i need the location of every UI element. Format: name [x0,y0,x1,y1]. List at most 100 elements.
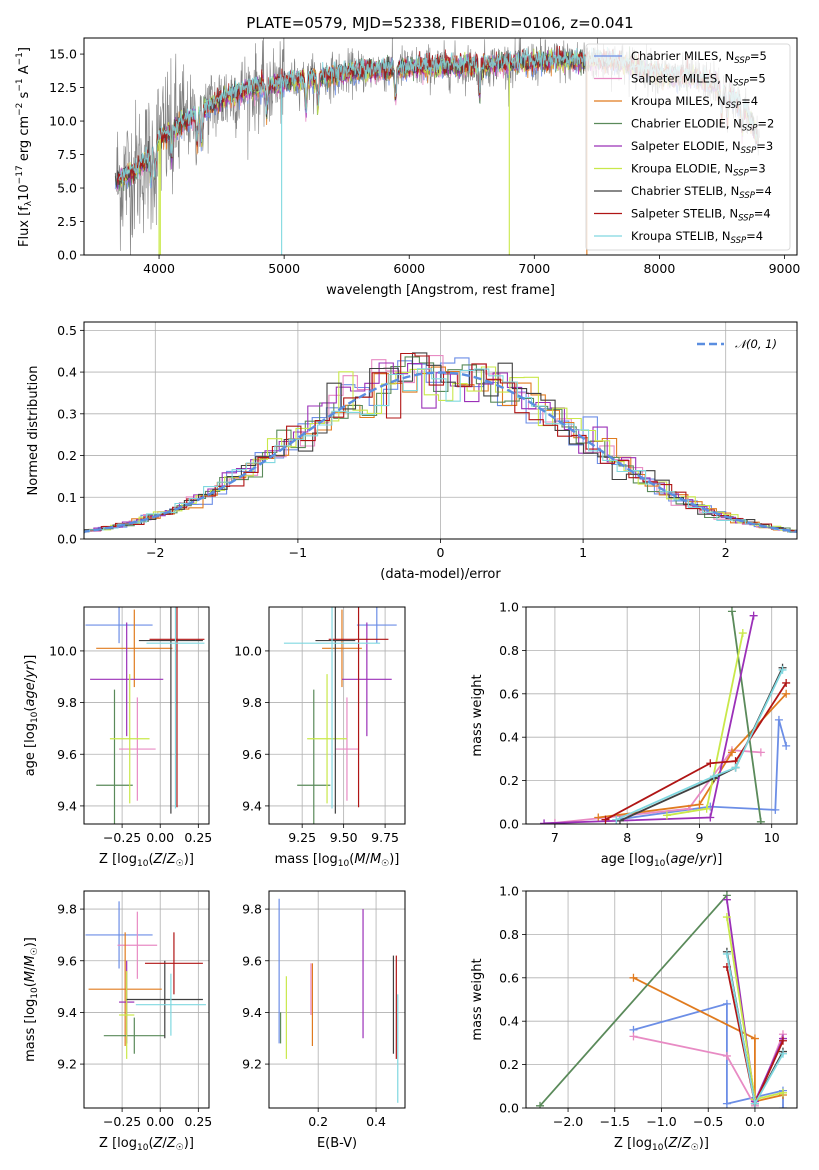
weight-point-marker [536,1101,545,1108]
weight-point-marker [695,800,704,809]
weight-point-marker [750,1099,759,1108]
y-axis-label: age [log10(age/yr)] [23,655,40,777]
y-tick-label: 10.0 [234,643,262,658]
weight-point-marker [738,629,747,638]
x-axis-label: E(B-V) [317,1136,357,1151]
weight-point-marker [629,1032,638,1041]
weight-point-marker [722,895,731,904]
x-axis-label: mass [log10(M/M☉)] [275,852,400,869]
weight-point-marker [727,607,736,616]
errorbar-point [90,622,164,737]
weight-point-marker [612,815,621,824]
errorbar-point [315,607,356,814]
y-tick-label: 9.4 [242,798,262,813]
weight-point-marker [722,999,731,1008]
y-tick-label: 12.5 [49,80,77,95]
x-tick-label: 8 [623,830,631,845]
plot-area [283,607,397,824]
errorbar-point [144,932,203,995]
weight-point-marker [540,819,549,824]
weight-point-marker [731,763,740,772]
x-tick-label: −0.25 [103,830,141,845]
x-tick-label: 7000 [518,261,550,276]
errorbar-point [146,607,205,809]
y-tick-label: 15.0 [49,47,77,62]
axes-frame [83,37,798,256]
y-tick-label: 2.5 [57,214,77,229]
errorbar-point [119,971,135,1059]
y-tick-label: 9.4 [57,1005,77,1020]
weight-point-marker [601,815,610,824]
errorbar-point [103,1017,165,1054]
weight-point-marker [778,1088,787,1097]
weight-series-line [633,976,784,1103]
panel-weight_vs_Z: −2.0 −1.5 −1.0 −0.5 0.0 0.0 0.2 0.4 0.6 0.8 1.0 Z [… [470,884,798,1153]
x-tick-label: −2.0 [553,1114,583,1129]
weight-point-marker [629,973,638,982]
normal-reference-curve [84,371,797,533]
weight-point-marker [782,689,791,698]
x-tick-label: 2 [722,545,730,560]
x-tick-label: 9.50 [330,830,358,845]
x-axis-label: age [log10(age/yr)] [601,852,723,869]
errorbar-point [297,689,331,824]
weight-point-marker [778,1049,787,1058]
x-tick-label: 0.00 [146,830,174,845]
x-tick-label: −0.5 [693,1114,723,1129]
y-tick-label: 0.1 [57,490,77,505]
legend-entry: Chabrier STELIB, NSSP=4 [631,184,772,201]
x-tick-label: −1 [289,545,307,560]
errorbar-point [283,607,381,809]
legend-entry: Salpeter MILES, NSSP=5 [631,72,766,89]
x-tick-label: 0.00 [146,1114,174,1129]
weight-point-marker [782,741,791,750]
errorbar-point [149,607,205,808]
legend-entry: Salpeter ELODIE, NSSP=3 [631,139,773,156]
panel-age_vs_mass: 9.25 9.50 9.75 9.4 9.6 9.8 10.0 mass [log10(M/M… [234,606,406,869]
y-tick-label: 0.0 [499,817,519,832]
errorbar-point [117,911,158,979]
x-tick-label: 9.25 [288,830,316,845]
y-tick-label: 9.4 [57,798,77,813]
weight-point-marker [706,759,715,768]
weight-point-marker [756,748,765,757]
y-tick-label: 9.8 [242,695,262,710]
x-tick-label: 4000 [143,261,175,276]
y-tick-label: 9.4 [242,1005,262,1020]
y-tick-label: 7.5 [57,147,77,162]
errorbar-point [138,607,203,814]
weight-point-marker [778,1036,787,1045]
y-tick-label: 0.5 [57,323,77,338]
x-tick-label: −2 [146,545,164,560]
errorbar-point [322,609,362,688]
y-tick-label: 0.0 [57,248,77,263]
plot-area [278,898,399,1103]
histogram-series [84,366,797,533]
legend-entry: Salpeter STELIB, NSSP=4 [631,207,771,224]
panel-age_vs_Z: −0.25 0.00 0.25 9.4 9.6 9.8 10.0 Z [log10(Z/Z☉)… [23,606,212,869]
weight-point-marker [771,805,780,814]
x-tick-label: 6000 [393,261,425,276]
errorbar-point [126,960,203,1039]
legend-entry: Chabrier ELODIE, NSSP=2 [631,117,774,134]
y-tick-label: 9.6 [242,747,262,762]
x-tick-label: 0.25 [184,1114,212,1129]
errorbar-point [85,901,153,969]
weight-series-line [731,611,762,822]
errorbar-point [307,674,347,804]
x-tick-label: 8000 [643,261,675,276]
axes-frame [83,890,210,1109]
y-tick-label: 1.0 [499,600,519,615]
axes-frame [83,606,210,825]
legend-entry: Chabrier MILES, NSSP=5 [631,49,767,66]
plot-area [85,901,206,1059]
x-tick-label: 0.2 [308,1114,328,1129]
weight-series-line [605,682,787,821]
panel-mass_vs_EBV: 0.2 0.4 9.2 9.4 9.6 9.8 E(B-V) [242,890,406,1151]
y-tick-label: 0.8 [499,927,519,942]
axes-frame [268,890,406,1109]
weight-point-marker [778,665,787,674]
y-tick-label: 0.4 [57,365,77,380]
weight-series-line [615,669,784,821]
